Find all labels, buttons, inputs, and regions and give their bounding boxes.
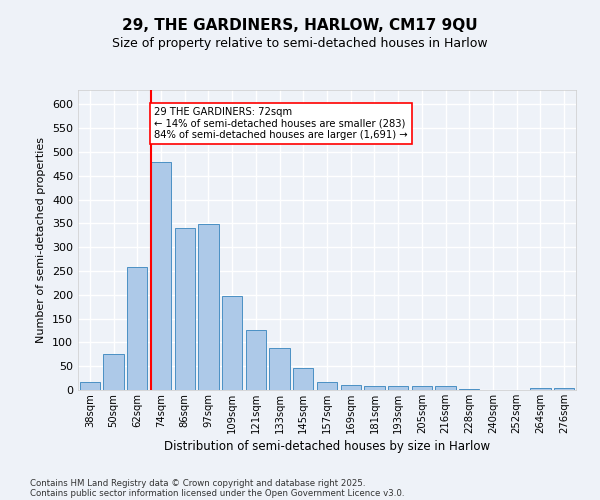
Bar [151,162,171,390]
Text: 29, THE GARDINERS, HARLOW, CM17 9QU: 29, THE GARDINERS, HARLOW, CM17 9QU [122,18,478,32]
Bar [222,296,242,390]
Bar [127,267,148,390]
Bar [246,330,266,390]
Bar [80,382,100,390]
Bar [530,388,551,390]
Bar [199,224,218,390]
Bar [317,382,337,390]
Bar [341,385,361,390]
Bar [293,368,313,390]
Bar [388,386,408,390]
Bar [364,386,385,390]
Text: Size of property relative to semi-detached houses in Harlow: Size of property relative to semi-detach… [112,38,488,51]
Bar [412,386,432,390]
Bar [269,348,290,390]
Text: 29 THE GARDINERS: 72sqm
← 14% of semi-detached houses are smaller (283)
84% of s: 29 THE GARDINERS: 72sqm ← 14% of semi-de… [154,106,408,140]
Text: Contains HM Land Registry data © Crown copyright and database right 2025.: Contains HM Land Registry data © Crown c… [30,478,365,488]
Bar [436,386,455,390]
Bar [554,388,574,390]
X-axis label: Distribution of semi-detached houses by size in Harlow: Distribution of semi-detached houses by … [164,440,490,453]
Bar [103,354,124,390]
Text: Contains public sector information licensed under the Open Government Licence v3: Contains public sector information licen… [30,488,404,498]
Y-axis label: Number of semi-detached properties: Number of semi-detached properties [37,137,46,343]
Bar [175,228,195,390]
Bar [459,389,479,390]
